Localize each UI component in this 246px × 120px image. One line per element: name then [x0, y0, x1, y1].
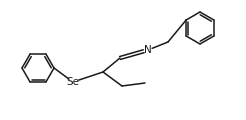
Text: Se: Se — [66, 77, 79, 87]
Text: N: N — [144, 45, 152, 55]
